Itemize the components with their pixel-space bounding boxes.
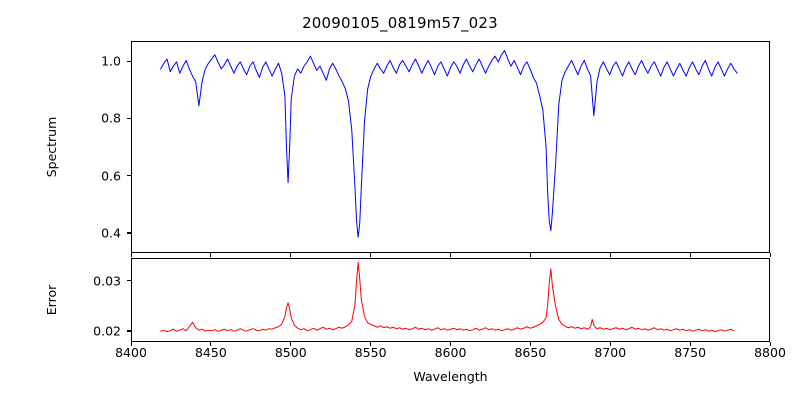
y-tick-label: 0.03 bbox=[93, 273, 121, 289]
spectrum-plot-panel bbox=[131, 41, 770, 253]
x-tick-label: 8750 bbox=[674, 345, 707, 360]
y-tick-label: 0.6 bbox=[101, 168, 121, 184]
x-tick-mark bbox=[210, 253, 212, 257]
x-tick-mark bbox=[130, 253, 132, 257]
x-tick-label: 8650 bbox=[514, 345, 547, 360]
y-tick-mark bbox=[127, 330, 131, 332]
y-axis-label-spectrum: Spectrum bbox=[44, 116, 59, 178]
y-tick-mark bbox=[127, 280, 131, 282]
y-tick-label: 0.02 bbox=[93, 323, 121, 339]
x-tick-mark bbox=[370, 253, 372, 257]
x-tick-mark bbox=[370, 342, 372, 346]
y-tick-mark bbox=[127, 117, 131, 119]
x-tick-label: 8600 bbox=[434, 345, 467, 360]
x-tick-mark bbox=[689, 253, 691, 257]
x-tick-mark bbox=[769, 253, 771, 257]
x-tick-mark bbox=[130, 342, 132, 346]
x-axis-label: Wavelength bbox=[413, 369, 488, 384]
y-axis-label-error: Error bbox=[44, 284, 59, 316]
x-tick-mark bbox=[450, 253, 452, 257]
x-tick-label: 8400 bbox=[115, 345, 147, 360]
y-tick-mark bbox=[127, 60, 131, 62]
y-tick-mark bbox=[127, 175, 131, 177]
y-tick-label: 0.4 bbox=[101, 225, 121, 241]
error-line-series bbox=[132, 259, 769, 341]
x-tick-mark bbox=[290, 342, 292, 346]
x-tick-mark bbox=[210, 342, 212, 346]
x-tick-mark bbox=[769, 342, 771, 346]
error-plot-panel bbox=[131, 258, 770, 342]
x-tick-label: 8450 bbox=[194, 345, 227, 360]
x-tick-mark bbox=[529, 342, 531, 346]
x-tick-label: 8500 bbox=[274, 345, 307, 360]
x-tick-mark bbox=[450, 342, 452, 346]
x-tick-label: 8800 bbox=[754, 345, 786, 360]
y-tick-label: 1.0 bbox=[101, 53, 121, 69]
x-tick-mark bbox=[689, 342, 691, 346]
x-tick-mark bbox=[290, 253, 292, 257]
chart-title: 20090105_0819m57_023 bbox=[302, 14, 498, 32]
x-tick-mark bbox=[609, 342, 611, 346]
y-tick-mark bbox=[127, 232, 131, 234]
x-tick-label: 8550 bbox=[354, 345, 387, 360]
x-tick-label: 8700 bbox=[594, 345, 627, 360]
x-tick-mark bbox=[609, 253, 611, 257]
x-tick-mark bbox=[529, 253, 531, 257]
y-tick-label: 0.8 bbox=[101, 110, 121, 126]
spectrum-line-series bbox=[132, 42, 769, 252]
